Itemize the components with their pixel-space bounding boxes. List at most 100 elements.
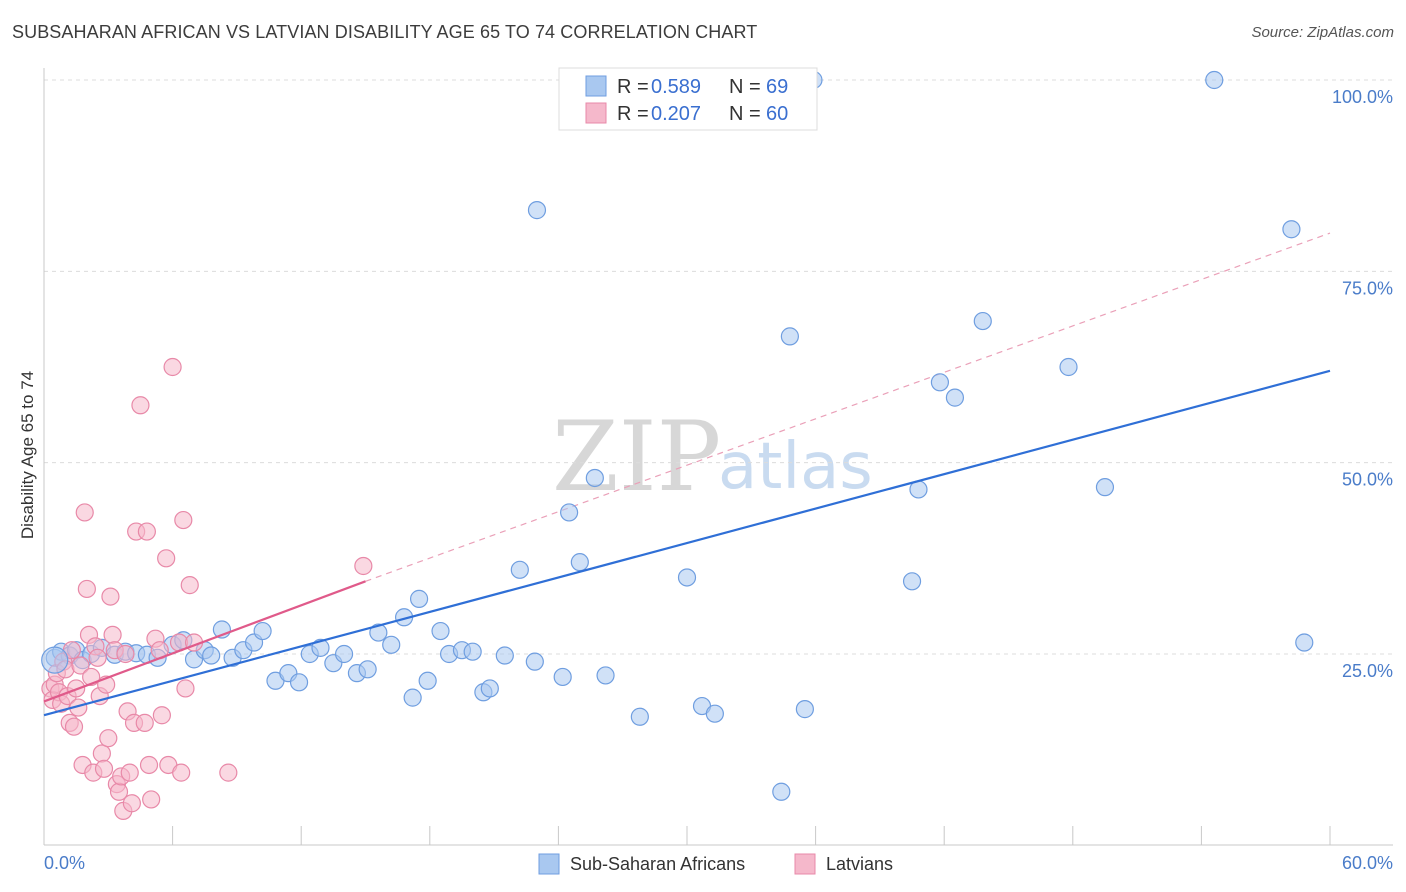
data-point xyxy=(334,644,354,664)
bottom-legend-swatch-blue xyxy=(538,853,560,875)
legend-r-label-1: R = xyxy=(617,76,649,98)
data-point xyxy=(409,589,429,608)
data-point xyxy=(945,388,965,407)
axes xyxy=(43,68,1393,846)
legend-r-label-2: R = xyxy=(617,103,649,125)
data-point xyxy=(311,638,330,657)
data-point xyxy=(1205,70,1224,90)
data-point xyxy=(99,729,118,748)
data-point xyxy=(137,522,156,541)
y-tick-label-50: 50.0% xyxy=(1342,470,1393,490)
data-point xyxy=(1095,478,1115,497)
bottom-legend-label-blue: Sub-Saharan Africans xyxy=(570,854,745,874)
data-point xyxy=(553,667,572,687)
data-point xyxy=(973,311,992,331)
watermark-zip: ZIP xyxy=(552,401,721,513)
data-point xyxy=(495,646,514,665)
trend-line-latvians xyxy=(43,580,366,703)
data-point xyxy=(77,579,96,599)
gridlines xyxy=(44,79,1393,655)
data-point xyxy=(135,713,154,732)
data-point xyxy=(403,688,422,707)
data-point xyxy=(527,201,547,220)
y-tick-label-75: 75.0% xyxy=(1342,278,1393,298)
data-point xyxy=(930,373,950,392)
x-tick-max: 60.0% xyxy=(1342,853,1393,873)
legend-n-value-2: 60 xyxy=(766,103,788,125)
y-tick-label-100: 100.0% xyxy=(1332,87,1393,107)
watermark-atlas: atlas xyxy=(718,430,873,504)
y-axis-title: Disability Age 65 to 74 xyxy=(18,371,37,539)
bottom-legend-swatch-pink xyxy=(794,853,816,875)
bottom-legend: Sub-Saharan Africans Latvians xyxy=(538,853,893,875)
data-point xyxy=(354,556,373,576)
data-point xyxy=(369,623,388,642)
data-point xyxy=(131,396,150,415)
data-point xyxy=(174,510,193,530)
data-point xyxy=(705,704,724,723)
legend-r-value-2: 0.207 xyxy=(651,103,701,125)
legend-box: R = 0.589 N = 69 R = 0.207 N = 60 xyxy=(558,67,818,131)
data-point xyxy=(463,642,482,661)
data-point xyxy=(142,790,161,809)
data-point xyxy=(163,357,182,377)
legend-n-label-2: N = xyxy=(729,103,761,125)
data-point xyxy=(116,644,135,664)
data-point xyxy=(780,327,799,346)
data-point xyxy=(382,635,401,654)
data-point xyxy=(219,763,238,782)
data-point xyxy=(418,671,437,690)
data-point xyxy=(431,621,450,641)
data-point xyxy=(157,549,176,568)
chart-title: SUBSAHARAN AFRICAN VS LATVIAN DISABILITY… xyxy=(12,22,758,42)
series-latvians xyxy=(41,357,373,820)
data-point xyxy=(560,503,579,522)
data-point xyxy=(103,625,122,644)
x-tick-min: 0.0% xyxy=(44,853,85,873)
data-point xyxy=(510,560,529,579)
data-point xyxy=(202,646,221,665)
data-point xyxy=(358,660,377,679)
bottom-legend-label-pink: Latvians xyxy=(826,854,893,874)
legend-n-label-1: N = xyxy=(729,76,761,98)
data-point xyxy=(772,782,791,801)
data-point xyxy=(94,759,114,778)
trend-line-latvians-extension xyxy=(365,232,1331,582)
data-point xyxy=(64,717,84,736)
data-point xyxy=(101,587,120,606)
data-point xyxy=(88,648,107,667)
data-point xyxy=(172,763,191,782)
data-point xyxy=(677,568,697,587)
legend-swatch-blue xyxy=(585,75,607,97)
legend-n-value-1: 69 xyxy=(766,76,788,98)
data-point xyxy=(596,666,615,685)
data-point xyxy=(176,679,195,698)
data-point xyxy=(75,503,94,522)
data-point xyxy=(1295,633,1314,652)
data-point xyxy=(570,553,589,572)
data-points xyxy=(41,70,1331,820)
data-point-cluster xyxy=(41,646,69,674)
data-point xyxy=(120,763,139,782)
data-point xyxy=(139,755,159,775)
trend-line-sub-saharan-africans xyxy=(43,369,1331,717)
data-point xyxy=(180,576,199,595)
data-point xyxy=(71,656,90,675)
data-point xyxy=(902,572,922,591)
data-point xyxy=(289,673,309,692)
data-point xyxy=(122,794,141,813)
source-label: Source: ZipAtlas.com xyxy=(1251,24,1394,41)
legend-swatch-pink xyxy=(585,102,607,124)
data-point xyxy=(253,621,272,641)
y-tick-labels: 25.0% 50.0% 75.0% 100.0% xyxy=(1332,87,1393,681)
data-point xyxy=(480,679,499,698)
data-point xyxy=(525,652,544,671)
data-point xyxy=(1282,220,1301,239)
data-point xyxy=(630,707,649,726)
data-point xyxy=(1059,357,1078,377)
data-point xyxy=(795,700,814,719)
y-tick-label-25: 25.0% xyxy=(1342,661,1393,681)
data-point xyxy=(92,744,111,763)
data-point xyxy=(152,706,171,725)
